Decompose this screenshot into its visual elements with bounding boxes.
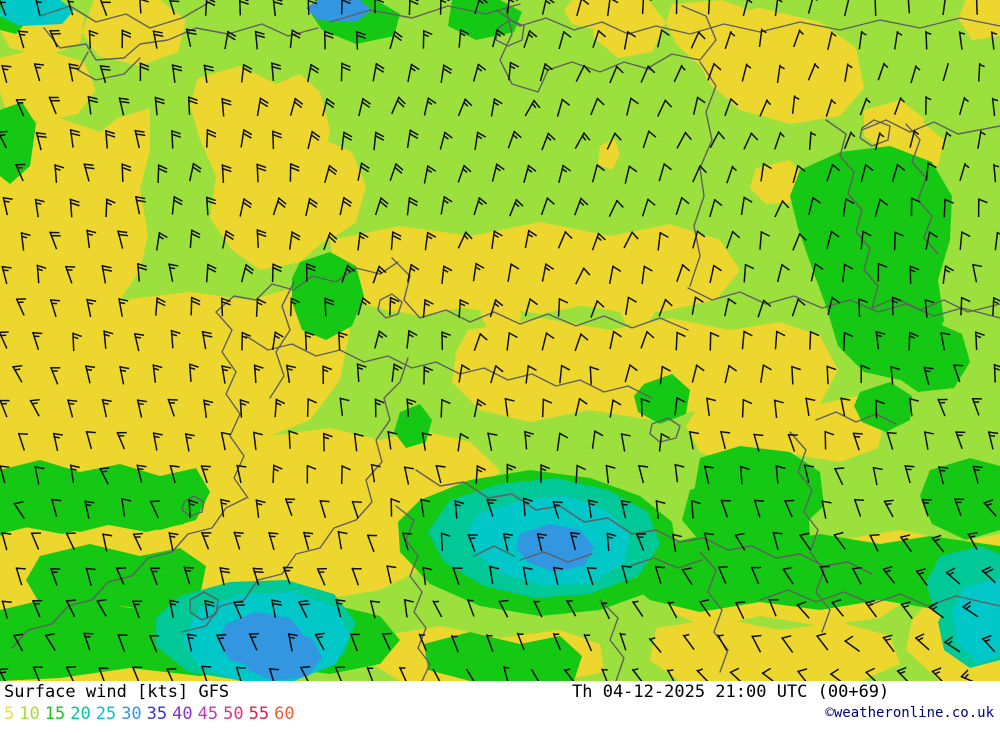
- legend-tick-60: 60: [274, 704, 295, 724]
- legend-tick-50: 50: [223, 704, 244, 724]
- legend-tick-40: 40: [172, 704, 193, 724]
- map-contour-fill-layer: [0, 0, 1000, 681]
- legend-tick-25: 25: [95, 704, 117, 724]
- product-title: Surface wind [kts] GFS: [4, 682, 230, 702]
- legend-tick-15: 15: [44, 704, 66, 724]
- copyright-notice[interactable]: ©weatheronline.co.uk: [825, 705, 994, 721]
- legend-tick-30: 30: [121, 704, 142, 724]
- legend-tick-55: 55: [248, 704, 270, 724]
- legend-tick-45: 45: [197, 704, 219, 724]
- valid-datetime: Th 04-12-2025 21:00 UTC (00+69): [572, 682, 890, 702]
- legend-tick-35: 35: [146, 704, 168, 724]
- map-footer: Surface wind [kts] GFS 5 10 15 20 25 30 35 40 45…: [0, 681, 1000, 733]
- legend-tick-10: 10: [19, 704, 40, 724]
- country-borders-layer: [11, 1, 1000, 681]
- legend-tick-20: 20: [70, 704, 91, 724]
- legend-tick-5: 5: [4, 704, 15, 724]
- wind-speed-legend: 5 10 15 20 25 30 35 40 45 50 55 60: [4, 704, 300, 724]
- surface-wind-map[interactable]: [0, 0, 1000, 681]
